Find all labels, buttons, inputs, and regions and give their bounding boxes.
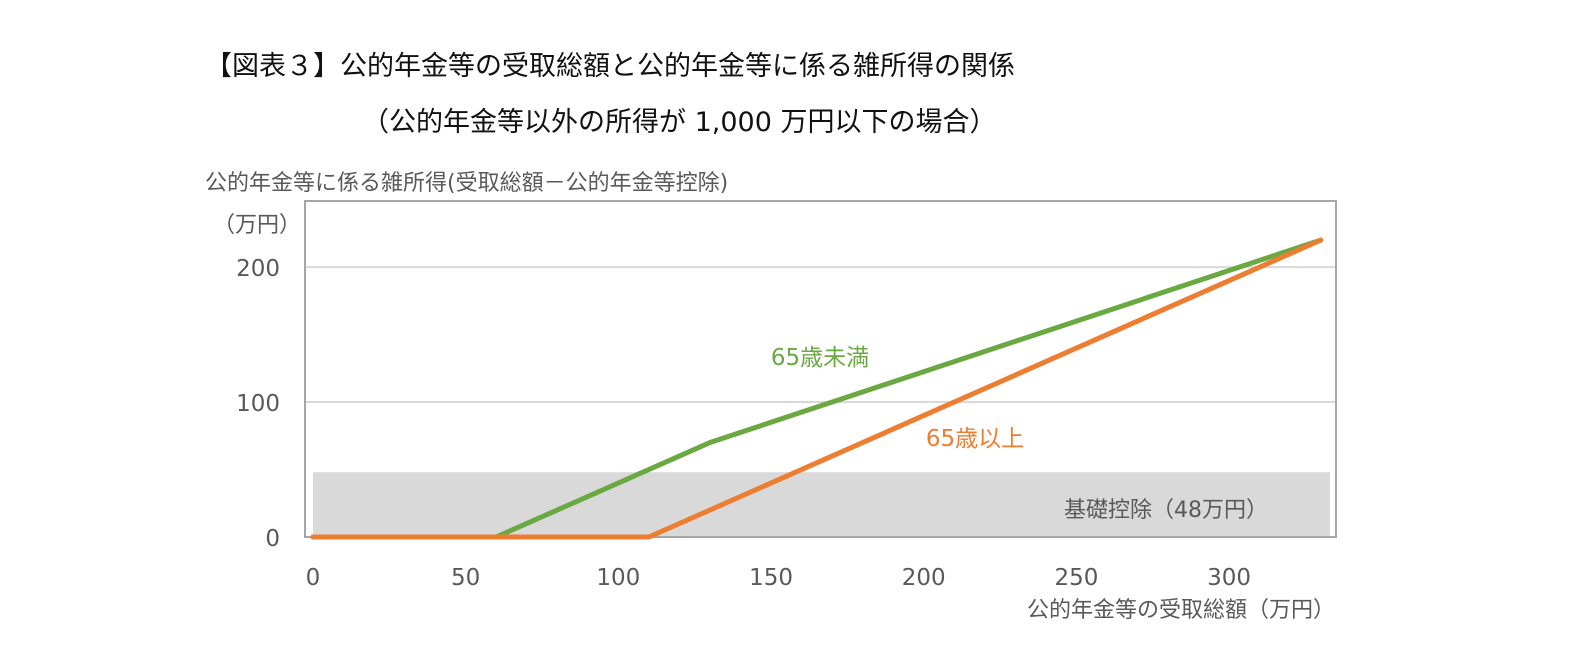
x-axis-label: 公的年金等の受取総額（万円） [1027, 598, 1335, 623]
x-tick-label: 200 [902, 565, 946, 591]
y-axis-unit: （万円） [213, 213, 301, 238]
y-tick-label: 200 [236, 256, 280, 282]
x-tick-label: 250 [1054, 565, 1098, 591]
x-tick-label: 100 [596, 565, 640, 591]
y-tick-label: 100 [236, 391, 280, 417]
deduction-band [312, 472, 1330, 537]
y-axis-label: 公的年金等に係る雑所得(受取総額－公的年金等控除) [205, 171, 728, 196]
y-tick-label: 0 [265, 526, 280, 552]
plot-border [304, 200, 1337, 538]
series-label-1: 65歳未満 [771, 345, 869, 371]
x-tick-label: 50 [451, 565, 480, 591]
x-tick-label: 300 [1207, 565, 1251, 591]
series-label-2: 65歳以上 [926, 426, 1024, 452]
band-label: 基礎控除（48万円） [1064, 498, 1268, 523]
x-tick-label: 150 [749, 565, 793, 591]
chart-title: 【図表３】公的年金等の受取総額と公的年金等に係る雑所得の関係 [205, 51, 1015, 82]
chart-subtitle: （公的年金等以外の所得が 1,000 万円以下の場合） [362, 107, 997, 138]
x-tick-label: 0 [306, 565, 321, 591]
series-line-2 [310, 237, 1324, 540]
